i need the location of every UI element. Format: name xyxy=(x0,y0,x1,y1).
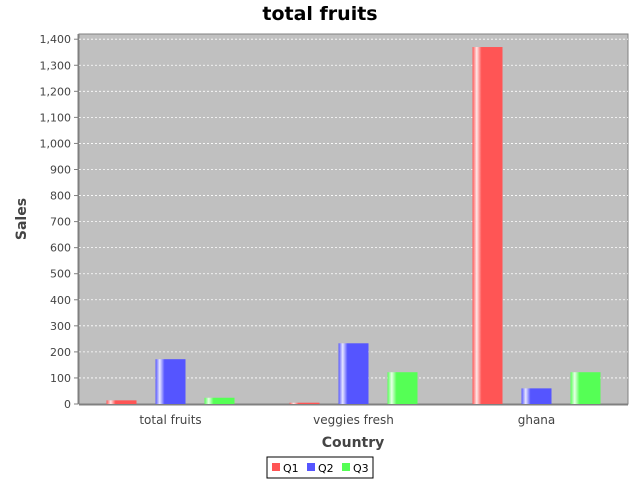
bar-ghana-q3 xyxy=(570,372,601,404)
legend: Q1 Q2 Q3 xyxy=(266,456,374,479)
bar-total-fruits-q1 xyxy=(106,400,137,404)
bar-veggies-fresh-q1 xyxy=(289,402,320,404)
y-tick-label: 0 xyxy=(64,398,71,411)
x-axis-label: Country xyxy=(322,435,385,451)
y-tick-label: 700 xyxy=(50,216,71,229)
y-tick-label: 1,100 xyxy=(40,111,72,124)
legend-swatch-q1 xyxy=(272,463,280,471)
y-axis-label: Sales xyxy=(14,198,30,240)
legend-swatch-q3 xyxy=(342,463,350,471)
y-tick-label: 500 xyxy=(50,268,71,281)
legend-frame xyxy=(266,456,374,479)
x-axis-ticks: total fruits veggies fresh ghana xyxy=(139,413,555,427)
y-tick-label: 800 xyxy=(50,190,71,203)
bar-veggies-fresh-q2 xyxy=(338,343,369,404)
y-tick-label: 600 xyxy=(50,242,71,255)
y-tick-label: 1,200 xyxy=(40,85,72,98)
x-tick-label-veggies-fresh: veggies fresh xyxy=(313,413,394,427)
grid-lines xyxy=(79,38,628,379)
bar-veggies-fresh-q3 xyxy=(387,372,418,404)
legend-swatch-q2 xyxy=(307,463,315,471)
y-axis-ticks: 0 100 200 300 400 500 600 700 800 900 1,000 1,100 1,… xyxy=(40,33,78,411)
plot-area xyxy=(78,33,629,405)
y-tick-label: 1,300 xyxy=(40,59,72,72)
bars xyxy=(106,47,601,404)
x-tick-label-ghana: ghana xyxy=(518,413,556,427)
y-tick-label: 400 xyxy=(50,294,71,307)
legend-label-q1: Q1 xyxy=(283,462,299,475)
y-tick-label: 300 xyxy=(50,320,71,333)
legend-label-q3: Q3 xyxy=(353,462,369,475)
chart-title: total fruits xyxy=(262,3,377,25)
bar-ghana-q1 xyxy=(472,47,503,404)
legend-label-q2: Q2 xyxy=(318,462,334,475)
bar-total-fruits-q2 xyxy=(155,359,186,404)
x-tick-label-total-fruits: total fruits xyxy=(139,413,201,427)
y-tick-label: 200 xyxy=(50,346,71,359)
y-tick-label: 1,000 xyxy=(40,137,72,150)
y-tick-label: 1,400 xyxy=(40,33,72,46)
y-tick-label: 100 xyxy=(50,372,71,385)
bar-total-fruits-q3 xyxy=(204,397,235,404)
bar-ghana-q2 xyxy=(521,388,552,404)
y-tick-label: 900 xyxy=(50,163,71,176)
